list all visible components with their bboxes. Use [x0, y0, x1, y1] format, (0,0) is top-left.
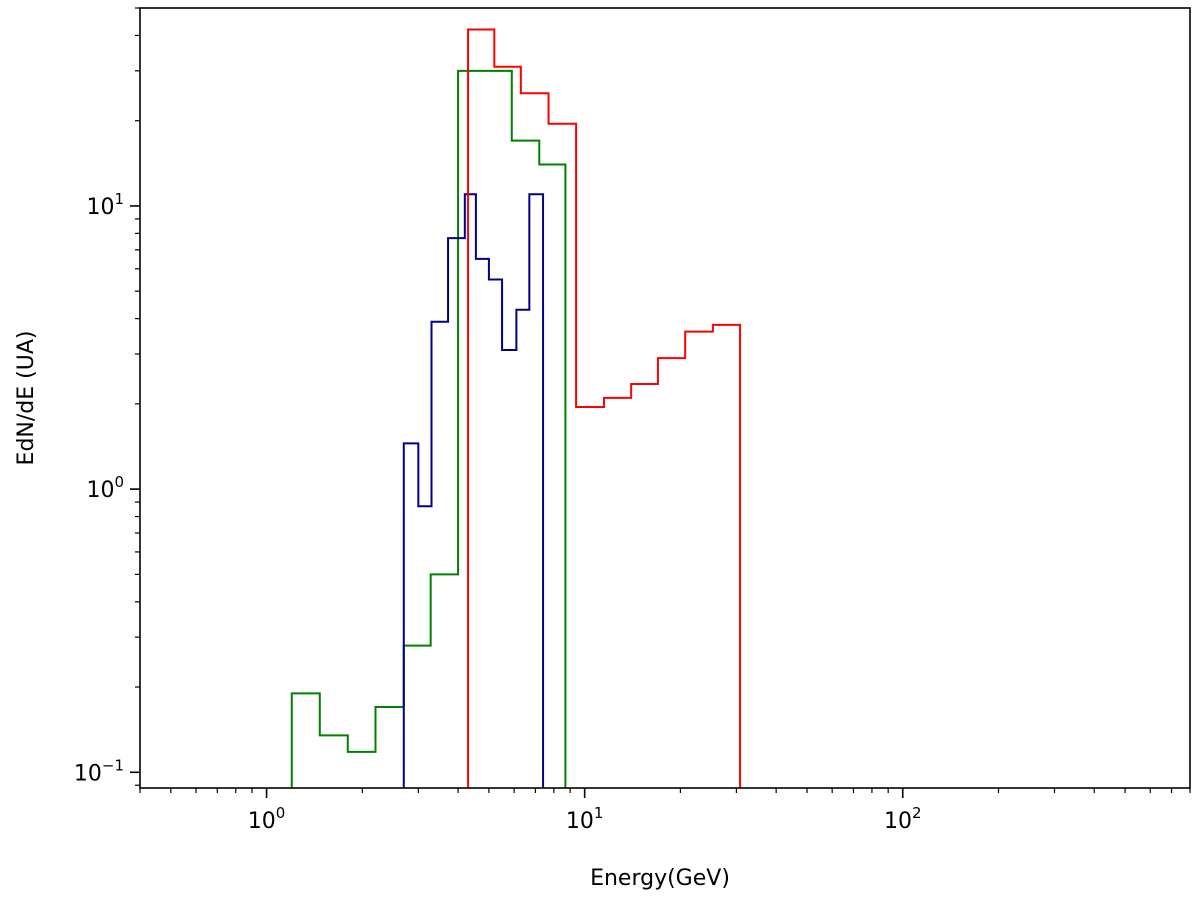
y-tick-label: 10−1 — [74, 756, 124, 786]
x-tick-label: 101 — [566, 804, 604, 834]
x-axis-label: Energy(GeV) — [590, 866, 730, 891]
series-line-1 — [402, 193, 545, 788]
x-tick-label: 102 — [884, 804, 922, 834]
y-tick-label: 100 — [86, 473, 124, 503]
series-line-0 — [290, 69, 567, 788]
x-tick-label: 100 — [248, 804, 286, 834]
x-axis-ticks: 100 101 102 — [139, 788, 1191, 834]
y-tick-label: 101 — [86, 190, 124, 220]
y-axis-ticks: 10−1 100 101 — [74, 7, 140, 786]
y-axis-label: EdN/dE (UA) — [14, 331, 39, 466]
series-line-2 — [467, 28, 742, 788]
plot-frame — [139, 7, 1191, 789]
series-layer — [290, 28, 742, 788]
